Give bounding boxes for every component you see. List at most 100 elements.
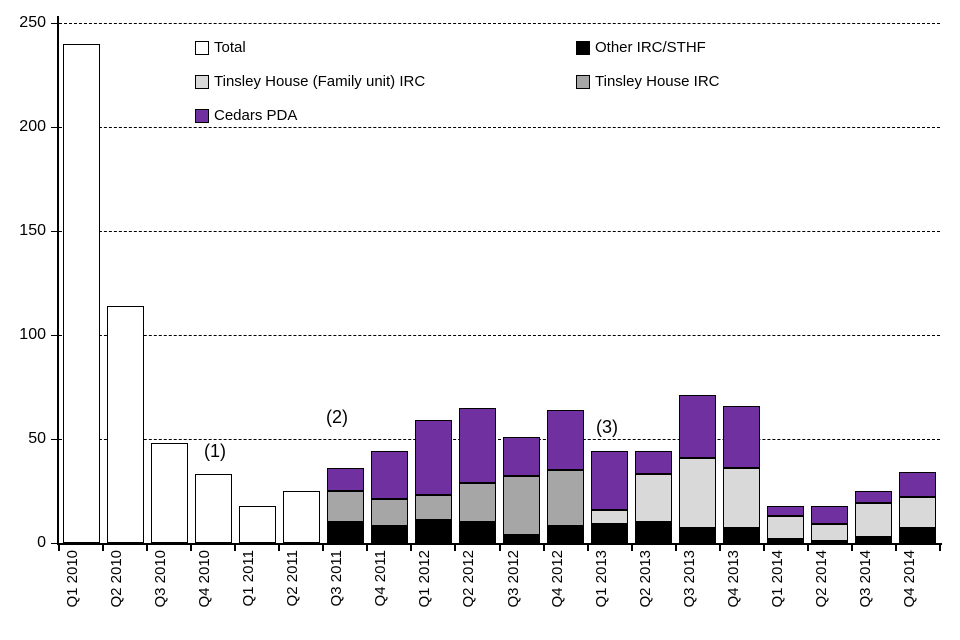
x-tick-5	[278, 543, 281, 551]
bar-segment-Q2-2012-tinsley-house-irc	[458, 482, 496, 523]
bar-segment-Q1-2014-cedars-pda	[767, 505, 805, 516]
bar-segment-Q4-2012-other-irc-sthf	[547, 526, 585, 543]
x-axis-label: Q1 2010	[64, 550, 82, 608]
gridline-150	[59, 230, 940, 232]
x-axis-label: Q2 2012	[460, 550, 478, 608]
bar-segment-Q4-2011-other-irc-sthf	[370, 526, 408, 543]
bar-segment-Q4-2010-total	[194, 474, 232, 543]
legend-label: Tinsley House (Family unit) IRC	[214, 73, 426, 90]
legend-item-tinsley-house-family-unit-irc: Tinsley House (Family unit) IRC	[195, 73, 425, 90]
bar-segment-Q1-2013-cedars-pda	[591, 451, 629, 510]
x-axis-label: Q2 2013	[636, 550, 654, 608]
x-tick-19	[894, 543, 897, 551]
bar-segment-Q2-2011-total	[282, 491, 320, 543]
bar-segment-Q1-2013-tinsley-house-family-unit-irc	[591, 509, 629, 525]
legend-label: Cedars PDA	[214, 107, 298, 124]
x-tick-3	[190, 543, 193, 551]
legend-swatch-cedars-pda	[195, 108, 209, 123]
y-axis	[57, 16, 59, 545]
x-tick-9	[454, 543, 457, 551]
bar-segment-Q3-2013-cedars-pda	[679, 395, 717, 458]
bar-segment-Q1-2014-other-irc-sthf	[767, 538, 805, 543]
x-axis-label: Q1 2013	[592, 550, 610, 608]
x-tick-11	[542, 543, 545, 551]
x-tick-1	[102, 543, 105, 551]
bar-segment-Q3-2014-tinsley-house-family-unit-irc	[855, 503, 893, 537]
x-tick-18	[850, 543, 853, 551]
legend-label: Other IRC/STHF	[595, 39, 706, 56]
annotation-3: (3)	[596, 417, 618, 437]
x-axis-label: Q3 2014	[856, 550, 874, 608]
gridline-250	[59, 22, 940, 24]
bar-segment-Q2-2013-cedars-pda	[635, 451, 673, 475]
bar-segment-Q3-2013-tinsley-house-family-unit-irc	[679, 457, 717, 529]
bar-segment-Q1-2012-tinsley-house-irc	[414, 495, 452, 521]
bar-segment-Q4-2012-tinsley-house-irc	[547, 470, 585, 527]
x-axis-label: Q3 2011	[328, 550, 346, 607]
legend-item-total: Total	[195, 39, 246, 56]
x-axis-label: Q1 2014	[768, 550, 786, 608]
y-tick-50	[51, 439, 60, 440]
x-axis-label: Q3 2012	[504, 550, 522, 608]
legend-swatch-total	[195, 40, 209, 55]
x-axis-label: Q4 2010	[196, 550, 214, 608]
x-tick-6	[322, 543, 325, 551]
bar-segment-Q3-2012-other-irc-sthf	[503, 534, 541, 543]
bar-segment-Q3-2014-cedars-pda	[855, 491, 893, 504]
legend-swatch-tinsley-house-family-unit-irc	[195, 74, 209, 89]
annotation-2: (2)	[326, 407, 348, 427]
x-axis-label: Q3 2010	[152, 550, 170, 608]
bar-segment-Q3-2013-other-irc-sthf	[679, 528, 717, 543]
x-tick-17	[806, 543, 809, 551]
y-tick-100	[51, 335, 60, 336]
x-tick-0	[58, 543, 60, 551]
annotation-1: (1)	[204, 441, 226, 461]
bar-segment-Q3-2011-other-irc-sthf	[326, 522, 364, 543]
y-axis-label: 0	[37, 534, 46, 551]
x-tick-16	[762, 543, 765, 551]
x-tick-20	[939, 543, 941, 551]
bar-segment-Q3-2010-total	[150, 443, 188, 543]
bar-segment-Q4-2011-cedars-pda	[370, 451, 408, 500]
x-tick-2	[146, 543, 149, 551]
x-axis-label: Q2 2014	[812, 550, 830, 608]
legend-label: Total	[214, 39, 246, 56]
x-tick-4	[234, 543, 237, 551]
bar-segment-Q4-2012-cedars-pda	[547, 409, 585, 471]
legend-item-other-irc-sthf: Other IRC/STHF	[576, 39, 706, 56]
y-axis-label: 200	[19, 118, 46, 135]
y-tick-150	[51, 231, 60, 232]
bar-segment-Q4-2011-tinsley-house-irc	[370, 499, 408, 527]
y-axis-label: 100	[19, 326, 46, 343]
bar-segment-Q2-2012-cedars-pda	[458, 407, 496, 483]
bar-segment-Q4-2014-tinsley-house-family-unit-irc	[899, 497, 937, 529]
legend-label: Tinsley House IRC	[595, 73, 720, 90]
bar-segment-Q4-2014-cedars-pda	[899, 472, 937, 498]
bar-segment-Q1-2012-other-irc-sthf	[414, 520, 452, 543]
bar-segment-Q3-2011-cedars-pda	[326, 468, 364, 491]
x-tick-13	[630, 543, 633, 551]
x-tick-10	[498, 543, 501, 551]
x-axis-label: Q1 2011	[240, 550, 258, 607]
bar-segment-Q4-2013-other-irc-sthf	[723, 528, 761, 543]
legend-item-cedars-pda: Cedars PDA	[195, 107, 297, 124]
y-tick-200	[51, 127, 60, 128]
x-tick-12	[586, 543, 589, 551]
bar-segment-Q4-2013-tinsley-house-family-unit-irc	[723, 468, 761, 529]
bar-segment-Q1-2014-tinsley-house-family-unit-irc	[767, 515, 805, 539]
x-axis-label: Q4 2011	[372, 550, 390, 607]
y-axis-label: 50	[28, 430, 46, 447]
y-tick-250	[51, 23, 60, 24]
y-axis-label: 250	[19, 14, 46, 31]
bar-segment-Q3-2012-cedars-pda	[503, 436, 541, 477]
x-tick-15	[718, 543, 721, 551]
bar-segment-Q2-2010-total	[106, 305, 144, 543]
y-axis-label: 150	[19, 222, 46, 239]
x-axis-label: Q4 2014	[900, 550, 918, 608]
x-tick-14	[674, 543, 677, 551]
bar-segment-Q2-2013-other-irc-sthf	[635, 522, 673, 543]
legend-swatch-tinsley-house-irc	[576, 74, 590, 89]
x-axis-label: Q2 2011	[284, 550, 302, 607]
bar-segment-Q1-2011-total	[238, 505, 276, 543]
